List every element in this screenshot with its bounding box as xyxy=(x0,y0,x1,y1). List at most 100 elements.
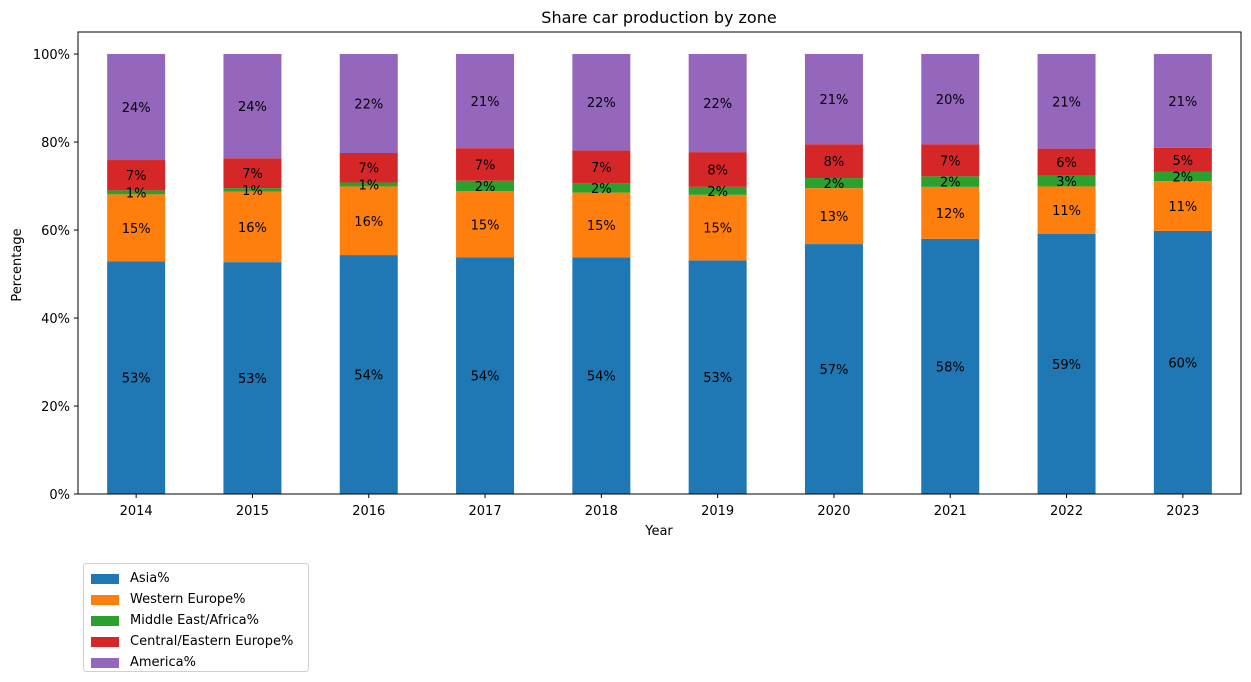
bar-data-label: 60% xyxy=(1168,356,1197,371)
bar-data-label: 54% xyxy=(471,370,500,385)
bar-data-label: 1% xyxy=(358,178,379,193)
y-tick-label: 40% xyxy=(41,312,70,327)
bar-data-label: 53% xyxy=(703,371,732,386)
bar-data-label: 13% xyxy=(819,210,848,225)
bar-segment-2019-central-eastern-europe xyxy=(688,152,747,187)
legend-item: Middle East/Africa% xyxy=(84,610,308,631)
bar-data-label: 53% xyxy=(122,372,151,387)
bar-segment-2019-middle-east-africa xyxy=(688,186,747,195)
plot-frame xyxy=(77,31,1242,495)
bar-segment-2023-central-eastern-europe xyxy=(1153,147,1212,172)
bar-data-label: 54% xyxy=(354,369,383,384)
bar-data-label: 2% xyxy=(707,185,728,200)
bar-data-label: 5% xyxy=(1173,154,1194,169)
legend-item: Western Europe% xyxy=(84,589,308,610)
bar-data-label: 16% xyxy=(238,221,267,236)
bar-segment-2019-america xyxy=(688,54,747,153)
bar-segment-2018-central-eastern-europe xyxy=(572,150,631,184)
bars-layer xyxy=(107,54,1212,494)
legend-label: Middle East/Africa% xyxy=(130,613,259,628)
bar-segment-2021-asia xyxy=(921,238,980,494)
bar-segment-2020-western-europe xyxy=(804,188,863,245)
bar-data-label: 15% xyxy=(703,222,732,237)
bar-segment-2018-asia xyxy=(572,257,631,494)
bar-labels-layer: 53%15%1%7%24%53%16%1%7%24%54%16%1%7%22%5… xyxy=(122,93,1198,387)
x-tick-label: 2015 xyxy=(236,504,269,519)
bar-segment-2016-central-eastern-europe xyxy=(339,153,398,183)
bar-segment-2015-america xyxy=(223,54,282,159)
y-tick-label: 20% xyxy=(41,400,70,415)
bar-data-label: 7% xyxy=(242,167,263,182)
bar-segment-2015-middle-east-africa xyxy=(223,188,282,192)
x-tick-label: 2020 xyxy=(817,504,850,519)
bar-segment-2014-america xyxy=(107,54,166,161)
bar-segment-2019-asia xyxy=(688,260,747,494)
bar-data-label: 7% xyxy=(475,158,496,173)
bar-segment-2022-america xyxy=(1037,54,1096,149)
legend-label: Central/Eastern Europe% xyxy=(130,634,294,649)
bar-data-label: 2% xyxy=(1173,171,1194,186)
bar-data-label: 7% xyxy=(591,161,612,176)
bar-segment-2014-western-europe xyxy=(107,194,166,262)
x-tick-label: 2018 xyxy=(585,504,618,519)
bar-segment-2020-america xyxy=(804,54,863,145)
bar-segment-2014-middle-east-africa xyxy=(107,190,166,195)
legend-label: Western Europe% xyxy=(130,592,246,607)
bar-segment-2021-central-eastern-europe xyxy=(921,144,980,177)
bar-segment-2021-middle-east-africa xyxy=(921,176,980,187)
legend-item: Central/Eastern Europe% xyxy=(84,631,308,652)
bar-segment-2019-western-europe xyxy=(688,194,747,261)
y-axis-label: Percentage xyxy=(10,228,25,301)
legend-swatch xyxy=(91,594,119,605)
bar-data-label: 21% xyxy=(819,93,848,108)
bar-segment-2017-middle-east-africa xyxy=(456,180,515,192)
bar-segment-2017-western-europe xyxy=(456,191,515,258)
bar-segment-2021-america xyxy=(921,54,980,145)
legend-item: Asia% xyxy=(84,568,308,589)
bar-segment-2023-middle-east-africa xyxy=(1153,171,1212,182)
bar-data-label: 20% xyxy=(936,93,965,108)
bar-data-label: 21% xyxy=(471,95,500,110)
bar-data-label: 2% xyxy=(475,180,496,195)
bar-segment-2015-western-europe xyxy=(223,191,282,263)
x-tick-label: 2023 xyxy=(1166,504,1199,519)
chart-legend: Asia% Western Europe% Middle East/Africa% C… xyxy=(83,563,309,672)
bar-segment-2015-central-eastern-europe xyxy=(223,158,282,189)
bar-segment-2022-asia xyxy=(1037,233,1096,494)
bar-segment-2016-middle-east-africa xyxy=(339,182,398,187)
x-tick-label: 2014 xyxy=(120,504,153,519)
bar-segment-2015-asia xyxy=(223,262,282,494)
bar-data-label: 16% xyxy=(354,215,383,230)
bar-data-label: 8% xyxy=(824,155,845,170)
bar-segment-2023-america xyxy=(1153,54,1212,148)
bar-segment-2017-america xyxy=(456,54,515,149)
legend-swatch xyxy=(91,573,119,584)
bar-segment-2023-western-europe xyxy=(1153,181,1212,231)
bar-data-label: 24% xyxy=(122,101,151,116)
bar-data-label: 54% xyxy=(587,370,616,385)
bar-segment-2022-middle-east-africa xyxy=(1037,175,1096,187)
bar-segment-2020-middle-east-africa xyxy=(804,178,863,189)
bar-data-label: 11% xyxy=(1168,200,1197,215)
bar-data-label: 6% xyxy=(1056,156,1077,171)
bar-data-label: 59% xyxy=(1052,358,1081,373)
bar-segment-2018-middle-east-africa xyxy=(572,183,631,193)
bar-data-label: 53% xyxy=(238,372,267,387)
bar-data-label: 7% xyxy=(358,162,379,177)
bar-data-label: 22% xyxy=(703,97,732,112)
bar-data-label: 15% xyxy=(471,218,500,233)
bar-data-label: 2% xyxy=(824,177,845,192)
y-tick-label: 100% xyxy=(33,48,70,63)
chart-title: Share car production by zone xyxy=(541,8,776,27)
bar-segment-2020-central-eastern-europe xyxy=(804,144,863,179)
bar-segment-2022-central-eastern-europe xyxy=(1037,148,1096,176)
x-tick-label: 2021 xyxy=(934,504,967,519)
bar-segment-2014-central-eastern-europe xyxy=(107,160,166,191)
bar-data-label: 1% xyxy=(126,186,147,201)
bar-data-label: 22% xyxy=(587,96,616,111)
bar-data-label: 15% xyxy=(122,222,151,237)
bar-data-label: 57% xyxy=(819,363,848,378)
bar-data-label: 22% xyxy=(354,98,383,113)
legend-label: America% xyxy=(130,655,196,670)
